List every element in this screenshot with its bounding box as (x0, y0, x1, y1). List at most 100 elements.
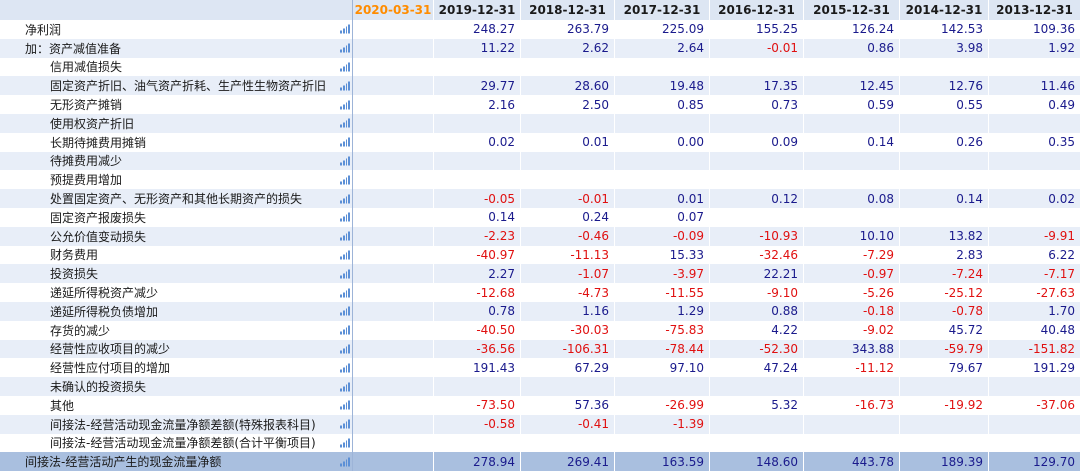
bar-chart-icon[interactable] (340, 100, 350, 110)
bar-chart-icon[interactable] (340, 118, 350, 128)
value-cell (989, 415, 1080, 434)
value-cell: 0.01 (615, 189, 710, 208)
header-year[interactable]: 2016-12-31 (710, 0, 804, 20)
table-row[interactable]: 间接法-经营活动现金流量净额差额(特殊报表科目) -0.58 -0.41 -1.39 (0, 414, 1080, 434)
bar-chart-icon[interactable] (340, 363, 350, 373)
table-row[interactable]: 无形资产摊销 2.16 2.50 0.85 0.73 0.59 0.55 0.49 (0, 95, 1080, 114)
bar-chart-icon-bar (345, 45, 348, 53)
value-cell: -26.99 (615, 395, 710, 415)
bar-chart-icon-bar (342, 386, 345, 392)
bar-chart-icon[interactable] (340, 194, 350, 204)
value-cell: -9.02 (804, 320, 900, 340)
bar-chart-icon[interactable] (340, 438, 350, 448)
table-row[interactable]: 公允价值变动损失 -2.23 -0.46 -0.09 -10.93 10.10 13.82 -… (0, 226, 1080, 246)
header-year[interactable]: 2014-12-31 (900, 0, 989, 20)
bar-chart-icon[interactable] (340, 231, 350, 241)
row-label-cell: 经营性应收项目的减少 (0, 340, 352, 359)
table-row[interactable]: 固定资产折旧、油气资产折耗、生产性生物资产折旧 29.77 28.60 19.48 17… (0, 76, 1080, 96)
value-cell (900, 57, 989, 77)
value-cell: -40.97 (434, 245, 521, 265)
table-row[interactable]: 间接法-经营活动现金流量净额差额(合计平衡项目) (0, 433, 1080, 453)
bar-chart-icon-bar (340, 312, 342, 316)
value-cell: -106.31 (521, 339, 615, 359)
bar-chart-icon[interactable] (340, 269, 350, 279)
bar-chart-icon[interactable] (340, 419, 350, 429)
value-cell: 191.43 (434, 358, 521, 378)
value-cell (804, 170, 900, 190)
header-year[interactable]: 2019-12-31 (434, 0, 521, 20)
table-row[interactable]: 固定资产报废损失 0.14 0.24 0.07 (0, 207, 1080, 227)
row-label-cell: 未确认的投资损失 (0, 377, 352, 396)
bar-chart-icon[interactable] (340, 81, 350, 91)
table-row[interactable]: 净利润 248.27 263.79 225.09 155.25 126.24 142.53 1… (0, 20, 1080, 39)
bar-chart-icon[interactable] (340, 400, 350, 410)
bar-chart-icon[interactable] (340, 24, 350, 34)
column-divider (352, 95, 353, 114)
bar-chart-icon[interactable] (340, 344, 350, 354)
bar-chart-icon[interactable] (340, 43, 350, 53)
table-row[interactable]: 长期待摊费用摊销 0.02 0.01 0.00 0.09 0.14 0.26 0.35 (0, 132, 1080, 152)
bar-chart-icon[interactable] (340, 156, 350, 166)
bar-chart-icon[interactable] (340, 382, 350, 392)
value-cell: -1.39 (615, 414, 710, 434)
column-divider (352, 170, 353, 190)
table-row[interactable]: 投资损失 2.27 -1.07 -3.97 22.21 -0.97 -7.24 -7.17 (0, 264, 1080, 284)
bar-chart-icon[interactable] (340, 62, 350, 72)
table-row[interactable]: 存货的减少 -40.50 -30.03 -75.83 4.22 -9.02 45.72 40.… (0, 320, 1080, 340)
bar-chart-icon[interactable] (340, 306, 350, 316)
table-row[interactable]: 经营性应收项目的减少 -36.56 -106.31 -78.44 -52.30 343.8… (0, 339, 1080, 359)
value-cell: 13.82 (900, 226, 989, 246)
bar-chart-icon-bar (345, 64, 348, 72)
bar-chart-icon[interactable] (340, 175, 350, 185)
table-row[interactable]: 加：资产减值准备 11.22 2.62 2.64 -0.01 0.86 3.98 1.92 (0, 38, 1080, 58)
column-divider (352, 358, 353, 378)
table-row[interactable]: 经营性应付项目的增加 191.43 67.29 97.10 47.24 -11.12 79.… (0, 358, 1080, 378)
bar-chart-icon[interactable] (340, 288, 350, 298)
total-row[interactable]: 间接法-经营活动产生的现金流量净额 278.94 269.41 163.59 148.6… (0, 452, 1080, 471)
table-row[interactable]: 递延所得税负债增加 0.78 1.16 1.29 0.88 -0.18 -0.78 1.70 (0, 301, 1080, 321)
header-year[interactable]: 2018-12-31 (521, 0, 615, 20)
table-row[interactable]: 递延所得税资产减少 -12.68 -4.73 -11.55 -9.10 -5.26 -25.… (0, 283, 1080, 302)
bar-chart-icon-bar (340, 350, 342, 354)
value-cell: -11.13 (521, 245, 615, 265)
bar-chart-icon[interactable] (340, 250, 350, 260)
header-2020-03-31[interactable]: 2020-03-31 (353, 0, 434, 20)
value-cell: 2.27 (434, 264, 521, 284)
value-cell: -7.24 (900, 264, 989, 284)
value-cell: 189.39 (900, 452, 989, 471)
value-cell: 263.79 (521, 20, 615, 39)
bar-chart-icon-bar (348, 344, 350, 354)
value-cell (434, 170, 521, 190)
table-row[interactable]: 处置固定资产、无形资产和其他长期资产的损失 -0.05 -0.01 0.01 0.12 0… (0, 189, 1080, 208)
value-cell: -9.91 (1043, 229, 1075, 244)
value-cell (521, 170, 615, 190)
value-cell: -4.73 (521, 283, 615, 302)
value-cell: 142.53 (900, 20, 989, 39)
value-cell: 126.24 (804, 20, 900, 39)
table-row[interactable]: 未确认的投资损失 (0, 377, 1080, 396)
bar-chart-icon[interactable] (340, 137, 350, 147)
table-row[interactable]: 预提费用增加 (0, 170, 1080, 190)
column-divider (352, 113, 353, 133)
bar-chart-icon[interactable] (340, 212, 350, 222)
header-year[interactable]: 2017-12-31 (615, 0, 710, 20)
bar-chart-icon[interactable] (340, 325, 350, 335)
value-cell (989, 170, 1080, 189)
row-label: 使用权资产折旧 (50, 116, 135, 131)
table-row[interactable]: 财务费用 -40.97 -11.13 15.33 -32.46 -7.29 2.83 6.22 (0, 245, 1080, 265)
row-label: 投资损失 (50, 267, 99, 282)
table-row[interactable]: 信用减值损失 (0, 57, 1080, 77)
header-year[interactable]: 2013-12-31 (996, 3, 1073, 17)
table-row[interactable]: 使用权资产折旧 (0, 113, 1080, 133)
row-label: 待摊费用减少 (50, 154, 123, 169)
table-row[interactable]: 其他 -73.50 57.36 -26.99 5.32 -16.73 -19.92 -37.0… (0, 395, 1080, 415)
value-cell (804, 57, 900, 77)
bar-chart-icon[interactable] (340, 457, 350, 467)
value-cell (989, 377, 1080, 396)
value-cell: 28.60 (521, 76, 615, 96)
table-row[interactable]: 待摊费用减少 (0, 151, 1080, 171)
bar-chart-icon-bar (340, 181, 342, 185)
bar-chart-icon-bar (348, 81, 350, 91)
value-cell: 1.92 (1048, 41, 1075, 56)
header-year[interactable]: 2015-12-31 (804, 0, 900, 20)
